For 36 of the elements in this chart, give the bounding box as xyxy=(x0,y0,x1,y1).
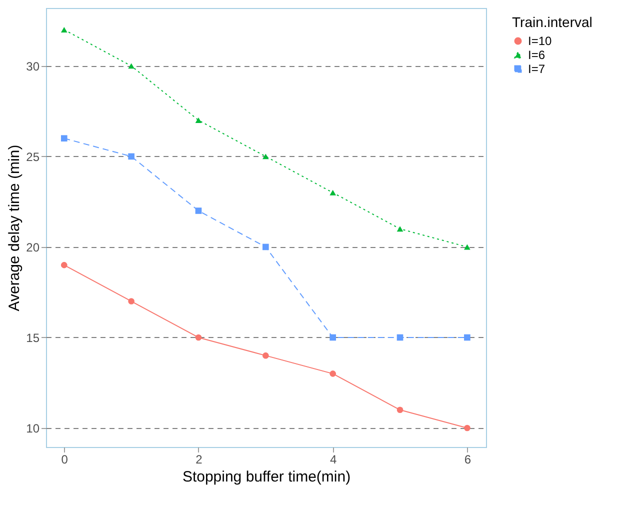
y-tick-label: 15 xyxy=(26,330,40,345)
legend-title: Train.interval xyxy=(512,14,592,30)
x-tick-label: 6 xyxy=(464,452,472,466)
point xyxy=(330,370,336,377)
point xyxy=(330,334,336,341)
x-tick-label: 2 xyxy=(196,452,203,466)
x-tick-label: 0 xyxy=(61,452,68,466)
point xyxy=(195,118,202,123)
point xyxy=(262,154,269,160)
point xyxy=(464,424,470,432)
point xyxy=(60,135,68,142)
point xyxy=(262,244,269,250)
point xyxy=(195,208,202,214)
point xyxy=(60,262,68,268)
point xyxy=(195,334,202,341)
point xyxy=(262,352,269,359)
x-axis-title: Stopping buffer time(min) xyxy=(182,468,351,486)
point xyxy=(128,298,134,304)
x-tick-label: 4 xyxy=(330,452,337,466)
point xyxy=(330,190,336,196)
point xyxy=(128,153,134,160)
point xyxy=(396,406,404,414)
y-tick-label: 10 xyxy=(26,421,40,436)
y-tick-label: 25 xyxy=(26,150,40,164)
point xyxy=(396,334,404,341)
legend-label: I=10 xyxy=(528,34,552,48)
point xyxy=(60,26,68,32)
point xyxy=(396,226,404,232)
y-tick-label: 30 xyxy=(26,59,40,74)
y-axis-title: Average delay time (min) xyxy=(6,144,24,312)
point xyxy=(464,334,470,341)
legend-label: I=6 xyxy=(528,48,546,62)
legend-label: I=7 xyxy=(528,62,546,76)
point xyxy=(128,63,134,69)
point xyxy=(464,244,470,250)
y-tick-label: 20 xyxy=(26,240,40,254)
